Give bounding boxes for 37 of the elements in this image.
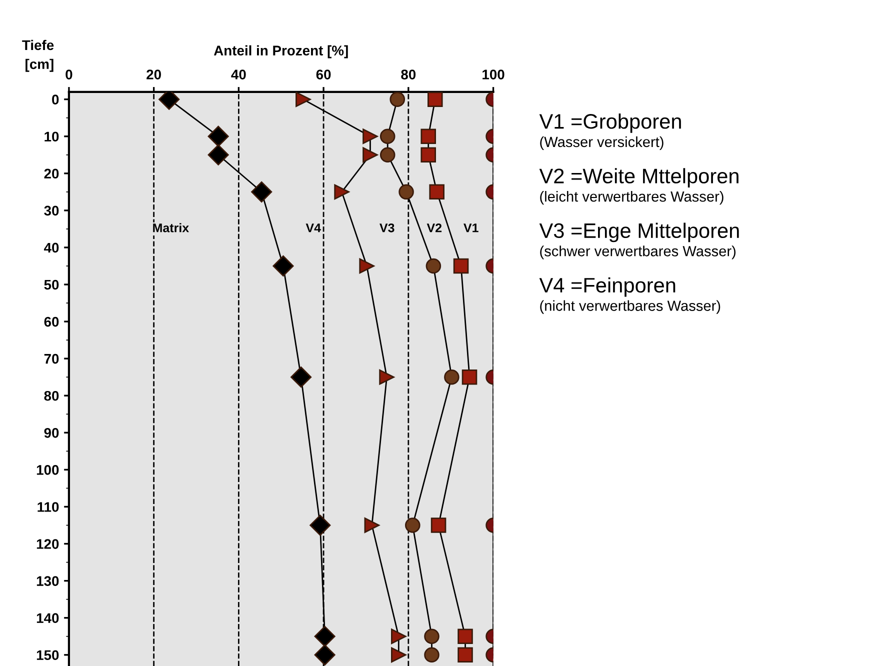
y-tick-label: 20 (44, 168, 59, 179)
y-tick-label: 50 (44, 280, 59, 290)
y-tick-label: 90 (44, 428, 59, 438)
y-tick-label: 110 (38, 502, 59, 512)
y-tick-label: 120 (36, 539, 59, 549)
x-tick-label: 60 (316, 70, 331, 80)
y-tick-label: 40 (44, 242, 59, 253)
x-tick-label: 80 (401, 70, 416, 80)
annotation: V3 (380, 223, 394, 232)
text: V1 =Grobporen (539, 114, 681, 133)
y-tick-label: 10 (44, 132, 59, 142)
annotation: V2 (426, 223, 442, 232)
x-tick-label: 100 (482, 70, 504, 80)
text: (schwer verwertbares Wasser) (540, 246, 736, 260)
annotation: Matrix (153, 223, 189, 232)
text: V2 =Weite Mttelporen (539, 168, 738, 188)
text: V3 =Enge Mittelporen (539, 222, 739, 242)
y-tick-label: 100 (36, 465, 59, 475)
y-tick-label: 0 (52, 94, 59, 104)
x-tick-label: 20 (146, 70, 161, 80)
text: (Wasser versickert) (540, 136, 664, 150)
x-tick-label: 0 (66, 70, 72, 80)
y-axis-title: Tiefe [cm] (22, 40, 54, 72)
text: (leicht verwertbares Wasser) (540, 191, 724, 205)
y-tick-label: 130 (36, 576, 59, 586)
text: V4 =Feinporen (539, 277, 676, 297)
y-tick-label: 140 (36, 613, 59, 624)
x-axis-title: Anteil in Prozent [%] (214, 45, 348, 58)
y-tick-label: 150 (36, 650, 59, 660)
annotation: V4 (306, 224, 321, 232)
annotation: V1 (464, 224, 478, 232)
y-tick-label: 60 (44, 316, 59, 327)
y-tick-label: 70 (44, 354, 59, 364)
x-tick-label: 40 (231, 70, 246, 80)
y-tick-label: 80 (44, 390, 59, 401)
text: (nicht verwertbares Wasser) (540, 300, 720, 314)
y-tick-label: 30 (44, 206, 59, 216)
